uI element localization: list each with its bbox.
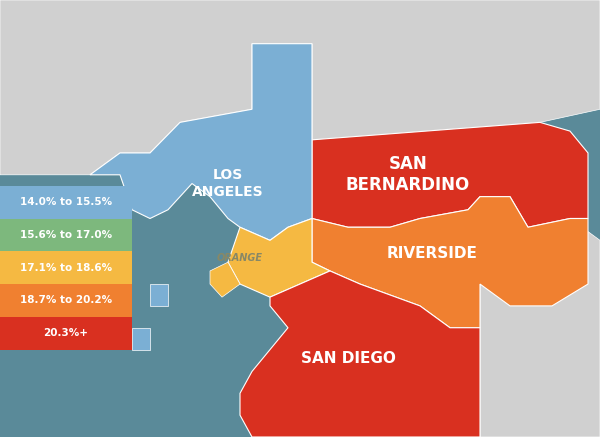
FancyBboxPatch shape xyxy=(0,186,132,218)
Text: LOS
ANGELES: LOS ANGELES xyxy=(192,168,264,199)
Polygon shape xyxy=(228,218,330,297)
Polygon shape xyxy=(150,284,168,306)
Polygon shape xyxy=(90,44,312,240)
Text: SAN
BERNARDINO: SAN BERNARDINO xyxy=(346,156,470,194)
Polygon shape xyxy=(0,0,600,175)
Polygon shape xyxy=(312,197,588,328)
Polygon shape xyxy=(132,328,150,350)
Text: ORANGE: ORANGE xyxy=(217,253,263,263)
Text: 18.7% to 20.2%: 18.7% to 20.2% xyxy=(20,295,112,305)
FancyBboxPatch shape xyxy=(0,218,132,251)
Polygon shape xyxy=(480,218,600,437)
FancyBboxPatch shape xyxy=(0,317,132,350)
Text: 14.0% to 15.5%: 14.0% to 15.5% xyxy=(20,197,112,207)
FancyBboxPatch shape xyxy=(0,251,132,284)
FancyBboxPatch shape xyxy=(0,284,132,317)
Text: 20.3%+: 20.3%+ xyxy=(44,328,89,338)
Text: RIVERSIDE: RIVERSIDE xyxy=(386,246,478,261)
Polygon shape xyxy=(240,271,480,437)
Polygon shape xyxy=(210,262,240,297)
Text: 17.1% to 18.6%: 17.1% to 18.6% xyxy=(20,263,112,273)
Text: 15.6% to 17.0%: 15.6% to 17.0% xyxy=(20,230,112,240)
Polygon shape xyxy=(312,122,588,227)
Text: SAN DIEGO: SAN DIEGO xyxy=(301,351,395,366)
